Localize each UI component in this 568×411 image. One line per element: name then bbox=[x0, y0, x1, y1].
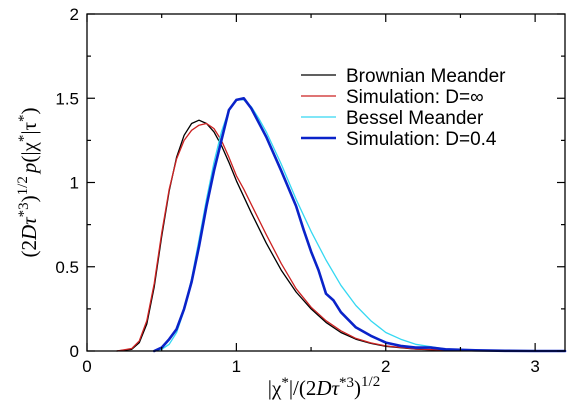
y-tick-label: 0 bbox=[70, 342, 79, 361]
y-tick-label: 1.5 bbox=[55, 89, 79, 108]
series-line-3 bbox=[152, 97, 567, 353]
legend-label: Simulation: D=∞ bbox=[346, 87, 484, 108]
legend-label: Bessel Meander bbox=[346, 108, 484, 129]
series-line-0 bbox=[116, 119, 566, 352]
x-tick-label: 1 bbox=[232, 357, 241, 376]
x-tick-label: 3 bbox=[530, 357, 539, 376]
legend-label: Simulation: D=0.4 bbox=[346, 129, 497, 150]
series-line-1 bbox=[116, 122, 566, 352]
plot-lines bbox=[116, 97, 567, 353]
y-axis-title: (2Dτ*3)1/2p(|χ*|τ*) bbox=[15, 107, 41, 257]
axis-ticks: 0 1 2 3 0 0.5 1 1.5 2 bbox=[55, 5, 565, 376]
x-tick-label: 0 bbox=[82, 357, 91, 376]
y-tick-label: 2 bbox=[70, 5, 79, 24]
y-tick-label: 0.5 bbox=[55, 258, 79, 277]
legend-label: Brownian Meander bbox=[346, 66, 506, 87]
x-axis-title: |χ*|/(2Dτ*3)1/2 bbox=[268, 374, 380, 400]
y-tick-label: 1 bbox=[70, 174, 79, 193]
x-tick-label: 2 bbox=[381, 357, 390, 376]
plot-frame bbox=[86, 13, 566, 352]
